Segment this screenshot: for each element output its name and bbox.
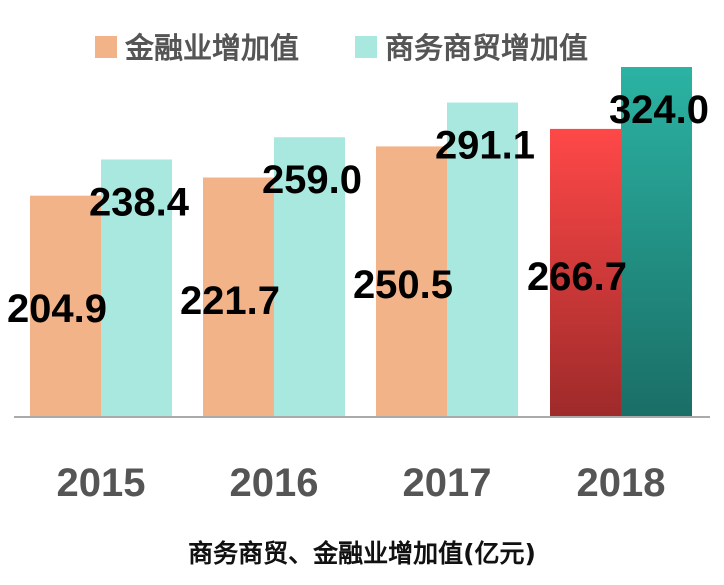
value-label-2-2015: 238.4: [89, 180, 190, 224]
bar-2-2017: [447, 102, 518, 417]
x-axis-title: 商务商贸、金融业增加值(亿元): [188, 539, 536, 568]
x-tick-label-2016: 2016: [230, 461, 319, 505]
bars-group: [30, 67, 692, 418]
x-tick-label-2017: 2017: [403, 461, 492, 505]
value-label-1-2017: 250.5: [353, 263, 453, 307]
legend-label-series2: 商务商贸增加值: [385, 31, 588, 65]
bar-1-2018: [550, 128, 621, 418]
value-labels-group: 204.9 238.4 221.7 259.0 250.5 291.1 266.7 324.0: [7, 88, 709, 331]
value-label-2-2018: 324.0: [609, 88, 709, 132]
value-label-2-2017: 291.1: [435, 124, 535, 168]
bar-1-2017: [376, 146, 447, 418]
bar-2-2018: [621, 67, 692, 417]
legend-swatch-series1: [95, 36, 117, 58]
bar-2-2016: [274, 137, 345, 417]
legend-label-series1: 金融业增加值: [124, 31, 299, 65]
bar-1-2016: [203, 177, 274, 417]
bar-1-2015: [30, 195, 101, 417]
x-tick-label-2018: 2018: [577, 461, 666, 505]
x-tick-label-2015: 2015: [57, 461, 146, 505]
legend: 金融业增加值 商务商贸增加值: [95, 31, 588, 65]
value-label-1-2015: 204.9: [7, 287, 107, 331]
legend-swatch-series2: [355, 36, 377, 58]
bar-2-2015: [101, 159, 172, 418]
value-label-1-2018: 266.7: [527, 255, 627, 299]
value-label-2-2016: 259.0: [262, 158, 362, 202]
x-tick-labels: 2015 2016 2017 2018: [57, 461, 666, 505]
value-label-1-2016: 221.7: [180, 279, 280, 323]
